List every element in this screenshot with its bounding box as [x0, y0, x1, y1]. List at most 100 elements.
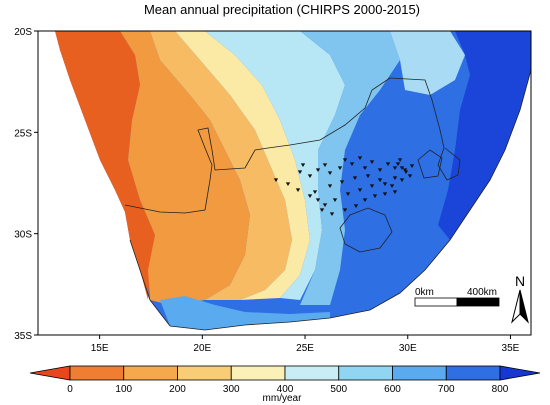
- station-marker: [342, 158, 348, 162]
- station-marker: [285, 182, 291, 186]
- colorbar-segment: [445, 365, 501, 381]
- station-marker: [322, 163, 328, 167]
- station-marker: [315, 198, 321, 202]
- station-marker: [300, 163, 306, 167]
- station-marker: [389, 184, 395, 188]
- station-marker: [399, 178, 405, 182]
- country-borders: [124, 69, 531, 331]
- station-marker: [392, 190, 398, 194]
- colorbar-tick-label: 200: [169, 384, 186, 395]
- border-namibia-south-africa: [124, 77, 461, 214]
- station-marker: [369, 184, 375, 188]
- station-marker: [297, 170, 303, 174]
- station-marker: [327, 171, 333, 175]
- station-marker: [332, 198, 338, 202]
- colorbar-tick-label: 500: [330, 384, 347, 395]
- arid-west-zone: [55, 31, 155, 300]
- station-marker: [397, 158, 403, 162]
- station-marker: [382, 182, 388, 186]
- transition-zone: [175, 31, 310, 300]
- station-marker: [327, 184, 333, 188]
- station-marker: [352, 176, 358, 180]
- station-marker: [307, 174, 313, 178]
- north-arrow-icon: N: [511, 273, 529, 324]
- lat-tick-label: 30S: [14, 230, 32, 241]
- colorbar-segment: [69, 365, 125, 381]
- lat-tick-label: 25S: [14, 128, 32, 139]
- station-marker: [369, 160, 375, 164]
- station-marker: [295, 188, 301, 192]
- colorbar-segment: [392, 365, 447, 381]
- map-panel: 0km 400km N: [38, 31, 531, 335]
- station-marker: [319, 208, 325, 212]
- colorbar-tick-label: 0: [67, 384, 73, 395]
- station-marker: [385, 162, 391, 166]
- coastline: [129, 69, 531, 331]
- colorbar-tick-label: 600: [384, 384, 401, 395]
- map-frame: [37, 30, 532, 336]
- map-title: Mean annual precipitation (CHIRPS 2000-2…: [144, 2, 420, 17]
- station-marker: [357, 188, 363, 192]
- north-arrow-label: N: [515, 273, 525, 289]
- colorbar-tick-label: 300: [223, 384, 240, 395]
- station-marker: [349, 162, 355, 166]
- lat-tick-label: 20S: [14, 27, 32, 38]
- station-marker: [353, 204, 359, 208]
- colorbar-tick-label: 400: [277, 384, 294, 395]
- station-marker: [392, 166, 398, 170]
- moderate-zone: [205, 31, 345, 300]
- cape-wet-zone: [160, 296, 330, 330]
- station-marker: [382, 192, 388, 196]
- station-marker: [312, 190, 318, 194]
- land-precipitation-field: [55, 31, 531, 330]
- lon-tick-label: 20E: [193, 343, 211, 354]
- wet-zone: [300, 31, 400, 305]
- station-marker: [377, 178, 383, 182]
- colorbar-unit-label: mm/year: [263, 393, 303, 404]
- border-eswatini: [417, 149, 443, 179]
- lon-tick-label: 15E: [91, 343, 109, 354]
- station-marker: [273, 178, 279, 182]
- lon-tick-label: 35E: [502, 343, 520, 354]
- colorbar-tick-label: 700: [438, 384, 455, 395]
- station-marker: [409, 164, 415, 168]
- longitude-axis: 15E 20E 25E 30E 35E: [91, 335, 520, 354]
- scale-bar-right-label: 400km: [467, 287, 497, 298]
- station-marker: [329, 212, 335, 216]
- station-marker: [362, 166, 368, 170]
- station-marker: [399, 166, 405, 170]
- station-marker: [362, 198, 368, 202]
- dry-orange-zone: [120, 31, 250, 305]
- station-marker: [345, 192, 351, 196]
- station-marker: [392, 176, 398, 180]
- station-marker: [315, 168, 321, 172]
- lat-tick-label: 35S: [14, 331, 32, 342]
- lon-tick-label: 25E: [296, 343, 314, 354]
- lon-tick-label: 30E: [399, 343, 417, 354]
- scale-bar: 0km 400km: [414, 287, 500, 307]
- station-marker: [342, 208, 348, 212]
- station-marker: [402, 168, 408, 172]
- colorbar-segment: [338, 365, 393, 381]
- station-marker: [337, 166, 343, 170]
- colorbar-tick-label: 100: [115, 384, 132, 395]
- colorbar-segment: [123, 365, 178, 381]
- station-markers: [273, 156, 415, 216]
- colorbar-low-arrow: [29, 365, 71, 381]
- latitude-axis: 20S 25S 30S 35S: [14, 27, 38, 342]
- humid-east-zone: [438, 31, 531, 240]
- scale-bar-left-label: 0km: [415, 287, 434, 298]
- colorbar-tick-label: 800: [492, 384, 509, 395]
- station-marker: [403, 170, 409, 174]
- station-marker: [372, 194, 378, 198]
- colorbar-high-arrow: [499, 365, 541, 381]
- station-marker: [395, 162, 401, 166]
- station-marker: [322, 203, 328, 207]
- station-marker: [357, 156, 363, 160]
- station-marker: [377, 168, 383, 172]
- colorbar-segment: [284, 365, 340, 381]
- colorbar: 0 100 200 300 400 500 600 700 800: [29, 365, 541, 395]
- border-lesotho: [339, 207, 393, 253]
- station-marker: [407, 174, 413, 178]
